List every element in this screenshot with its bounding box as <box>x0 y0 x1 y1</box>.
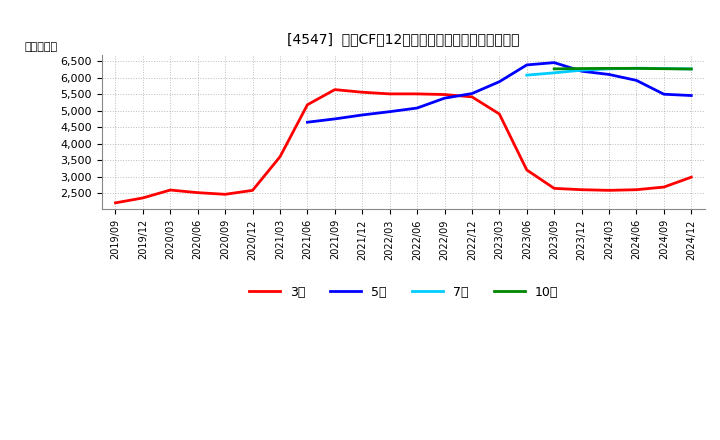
3年 <box>248 188 257 193</box>
10年 <box>550 66 559 72</box>
Legend: 3年, 5年, 7年, 10年: 3年, 5年, 7年, 10年 <box>243 281 563 304</box>
3年 <box>138 195 147 201</box>
5年 <box>495 79 504 84</box>
5年 <box>660 92 668 97</box>
5年 <box>440 95 449 101</box>
3年 <box>330 87 339 92</box>
5年 <box>577 69 586 74</box>
5年 <box>385 109 394 114</box>
Line: 10年: 10年 <box>554 68 691 69</box>
10年 <box>577 66 586 71</box>
3年 <box>166 187 175 193</box>
10年 <box>687 66 696 72</box>
10年 <box>605 66 613 71</box>
3年 <box>632 187 641 192</box>
Line: 5年: 5年 <box>307 62 691 122</box>
Y-axis label: （百万円）: （百万円） <box>25 42 58 51</box>
3年 <box>550 186 559 191</box>
10年 <box>632 66 641 71</box>
Line: 3年: 3年 <box>115 90 691 203</box>
5年 <box>550 60 559 65</box>
3年 <box>660 184 668 190</box>
3年 <box>440 92 449 97</box>
5年 <box>632 78 641 83</box>
7年 <box>632 66 641 71</box>
7年 <box>605 66 613 72</box>
5年 <box>687 93 696 98</box>
3年 <box>111 200 120 205</box>
3年 <box>605 188 613 193</box>
5年 <box>303 120 312 125</box>
3年 <box>495 111 504 117</box>
3年 <box>577 187 586 192</box>
Title: [4547]  営業CFだ12か月移動合計の標準偏差の推移: [4547] 営業CFだ12か月移動合計の標準偏差の推移 <box>287 33 520 47</box>
5年 <box>467 91 476 96</box>
3年 <box>385 91 394 96</box>
5年 <box>523 62 531 68</box>
3年 <box>358 90 366 95</box>
3年 <box>276 154 284 159</box>
Line: 7年: 7年 <box>527 68 691 75</box>
3年 <box>221 192 230 197</box>
7年 <box>550 70 559 75</box>
5年 <box>358 112 366 117</box>
10年 <box>660 66 668 71</box>
3年 <box>523 167 531 172</box>
7年 <box>660 66 668 71</box>
3年 <box>687 175 696 180</box>
3年 <box>413 91 421 96</box>
5年 <box>605 72 613 77</box>
5年 <box>330 116 339 121</box>
5年 <box>413 106 421 111</box>
7年 <box>577 68 586 73</box>
7年 <box>687 66 696 72</box>
3年 <box>303 102 312 107</box>
7年 <box>523 73 531 78</box>
3年 <box>194 190 202 195</box>
3年 <box>467 94 476 99</box>
